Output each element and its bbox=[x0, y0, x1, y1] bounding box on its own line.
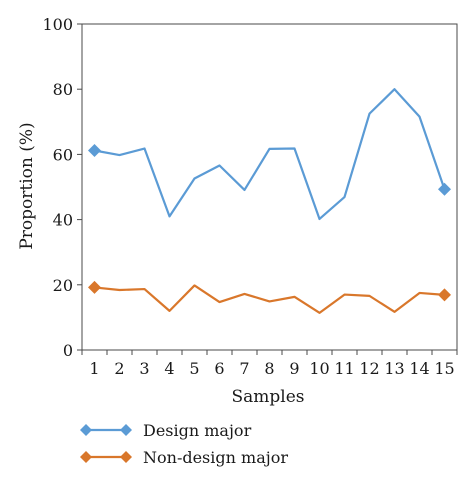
x-tick-label: 5 bbox=[189, 359, 199, 378]
y-tick-label: 60 bbox=[53, 145, 73, 164]
y-tick-label: 100 bbox=[42, 15, 73, 34]
y-axis-label: Proportion (%) bbox=[17, 122, 37, 249]
y-tick-label: 20 bbox=[53, 276, 73, 295]
x-axis-label: Samples bbox=[231, 387, 304, 407]
legend: Design major Non-design major bbox=[80, 421, 288, 467]
x-tick-label: 14 bbox=[409, 359, 429, 378]
legend-marker bbox=[120, 424, 132, 436]
plot-frame bbox=[81, 23, 458, 351]
x-tick-label: 7 bbox=[239, 359, 249, 378]
data-point-marker bbox=[438, 288, 451, 302]
data-point-marker bbox=[88, 280, 101, 294]
y-tick-label: 80 bbox=[53, 80, 73, 99]
x-tick-label: 10 bbox=[309, 359, 329, 378]
series-line-0 bbox=[94, 88, 446, 221]
x-tick-label: 1 bbox=[89, 359, 99, 378]
legend-marker bbox=[80, 451, 92, 463]
x-tick-label: 4 bbox=[164, 359, 174, 378]
series-line-1 bbox=[94, 284, 445, 314]
x-tick-label: 13 bbox=[384, 359, 404, 378]
x-tick-label: 6 bbox=[214, 359, 224, 378]
x-tick-label: 8 bbox=[264, 359, 274, 378]
x-tick-label: 15 bbox=[434, 359, 454, 378]
legend-marker bbox=[120, 451, 132, 463]
data-point-marker bbox=[88, 143, 101, 157]
x-tick-label: 12 bbox=[359, 359, 379, 378]
x-tick-label: 3 bbox=[139, 359, 149, 378]
y-tick-label: 40 bbox=[53, 211, 73, 230]
data-point-marker bbox=[438, 182, 451, 196]
y-tick-label: 0 bbox=[63, 341, 73, 360]
legend-marker bbox=[80, 424, 92, 436]
x-tick-label: 2 bbox=[114, 359, 124, 378]
legend-label: Design major bbox=[143, 421, 252, 440]
legend-label: Non-design major bbox=[143, 448, 288, 467]
x-tick-label: 11 bbox=[334, 359, 354, 378]
x-tick-label: 9 bbox=[289, 359, 299, 378]
